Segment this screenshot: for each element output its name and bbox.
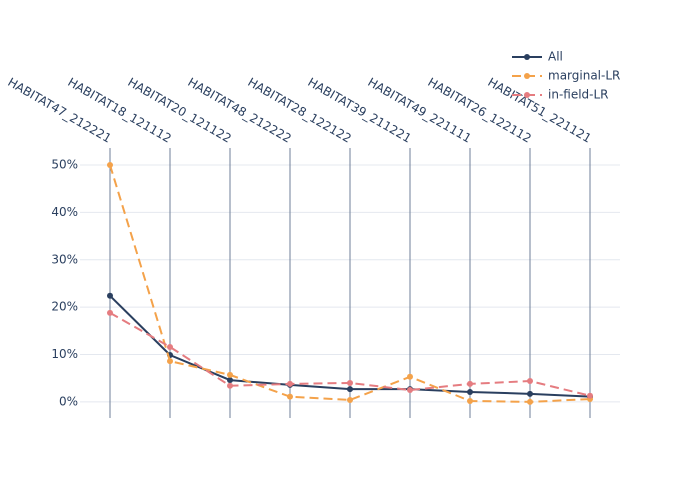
legend-marker <box>524 92 530 98</box>
x-tick-label: HABITAT49_221111 <box>365 75 473 146</box>
point <box>107 309 113 316</box>
point <box>347 379 353 386</box>
series-line <box>109 164 591 403</box>
x-tick-label: HABITAT51_221121 <box>485 75 593 146</box>
point <box>347 386 353 393</box>
x-tick-label: HABITAT47_212221 <box>5 75 113 146</box>
point <box>467 388 473 395</box>
x-tick-label: HABITAT28_122122 <box>245 75 353 146</box>
legend-label: in-field-LR <box>548 88 609 102</box>
legend-label: marginal-LR <box>548 69 620 83</box>
point <box>227 382 233 389</box>
x-tick-label: HABITAT39_211221 <box>305 75 413 146</box>
point <box>107 292 113 299</box>
point <box>467 397 473 404</box>
point <box>227 377 233 384</box>
x-tick-label: HABITAT18_121112 <box>65 75 173 146</box>
legend-label: All <box>548 50 563 64</box>
point <box>407 373 413 380</box>
point <box>167 358 173 365</box>
legend-marker <box>524 54 530 60</box>
y-tick-label: 50% <box>51 158 78 172</box>
point <box>227 371 233 378</box>
y-tick-label: 0% <box>59 394 78 408</box>
point <box>407 387 413 394</box>
point <box>167 343 173 350</box>
y-tick-label: 10% <box>51 347 78 361</box>
point <box>467 380 473 387</box>
point <box>527 398 533 405</box>
x-tick-label: HABITAT20_121122 <box>125 75 233 146</box>
y-tick-label: 40% <box>51 205 78 219</box>
point <box>587 392 593 399</box>
point <box>347 397 353 403</box>
legend-marker <box>524 73 530 79</box>
x-tick-label: HABITAT26_122112 <box>425 75 533 146</box>
point <box>287 380 293 387</box>
x-tick-label: HABITAT48_212222 <box>185 75 293 146</box>
point <box>527 378 533 385</box>
y-tick-label: 30% <box>51 252 78 266</box>
point <box>287 393 293 400</box>
point <box>107 162 113 169</box>
y-tick-label: 20% <box>51 300 78 314</box>
point <box>527 390 533 397</box>
